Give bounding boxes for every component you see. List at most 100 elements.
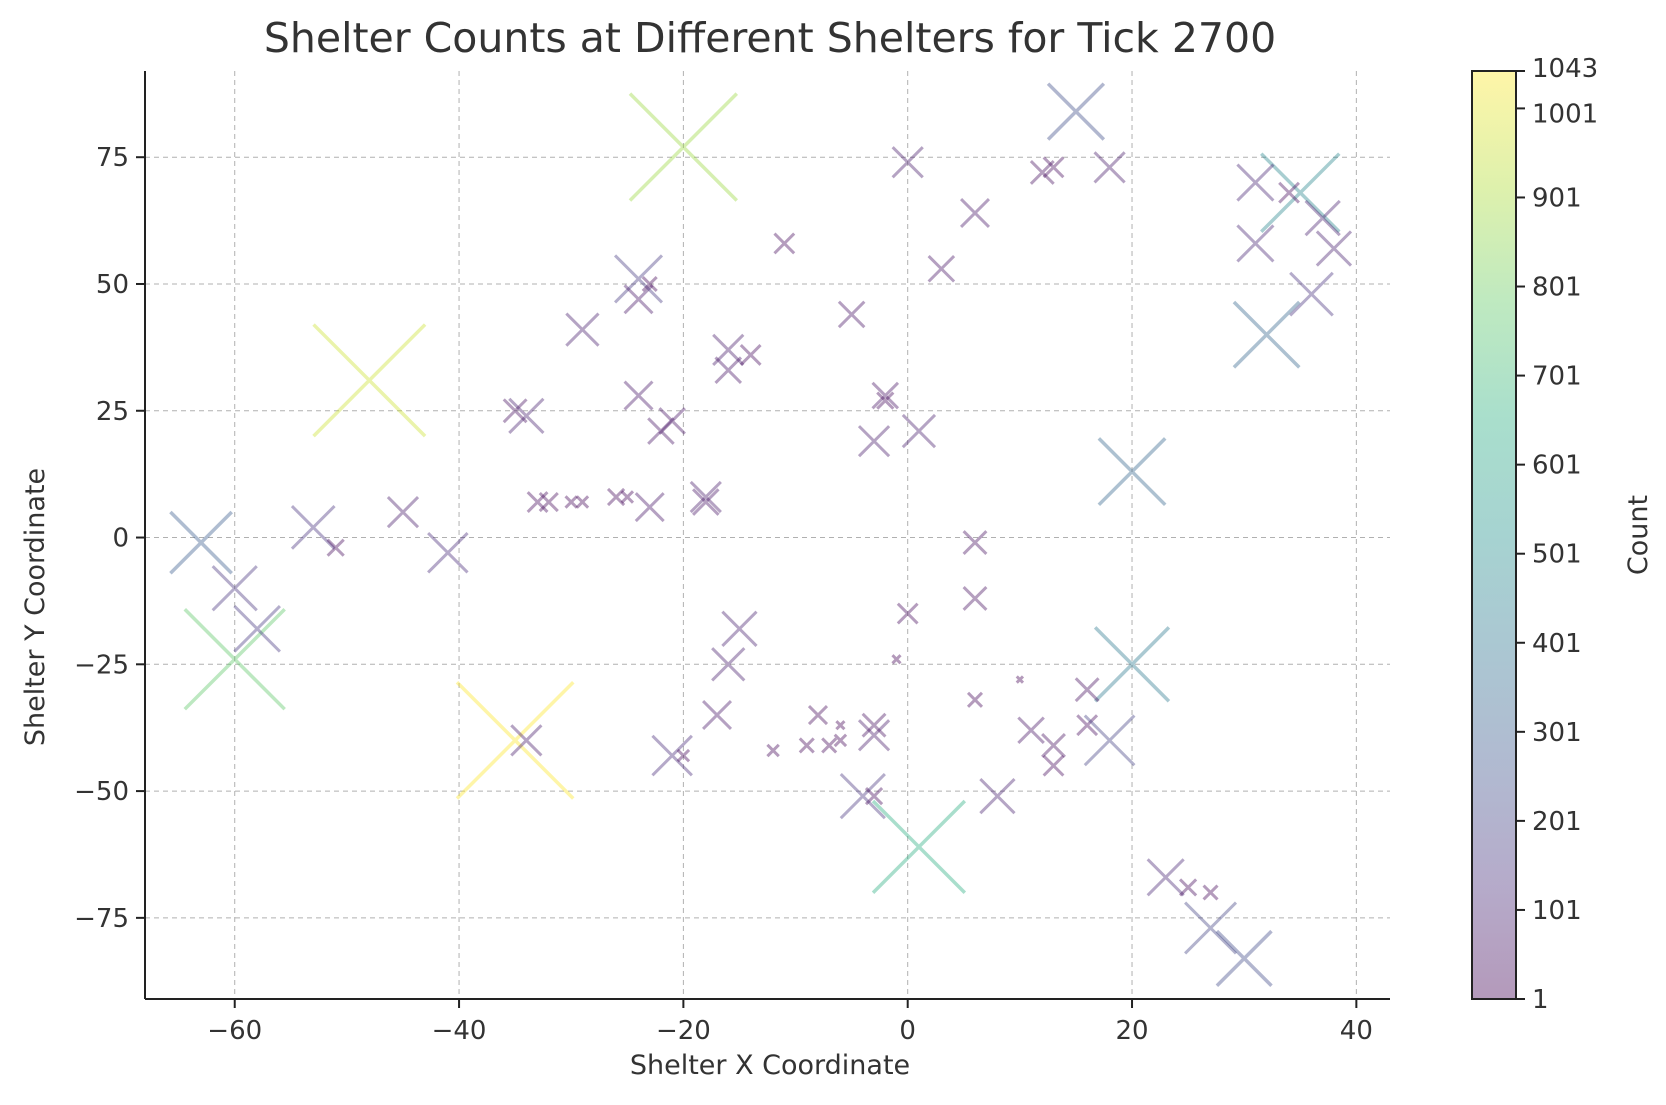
data-point-marker (641, 275, 658, 293)
x-tick-label: 0 (899, 1016, 916, 1046)
y-tick-label: 75 (96, 143, 129, 173)
x-tick-label: 40 (1340, 1016, 1373, 1046)
y-axis-label: Shelter Y Coordinate (20, 468, 51, 746)
data-point-marker (564, 495, 578, 509)
data-point-marker (876, 391, 895, 410)
y-tick-label: 25 (96, 397, 129, 427)
colorbar-label: Count (1623, 495, 1654, 575)
data-point-marker (798, 737, 815, 754)
data-point-marker (613, 254, 664, 304)
data-point-marker (927, 254, 956, 283)
data-point-marker (312, 323, 427, 438)
data-point-marker (1093, 151, 1126, 184)
data-point-marker (692, 488, 720, 516)
data-point-marker (1236, 224, 1275, 263)
x-tick-label: −60 (207, 1016, 262, 1046)
x-axis-label: Shelter X Coordinate (630, 1050, 910, 1081)
data-point-marker (1289, 271, 1334, 317)
colorbar-ticks: 1 101 201 301 401 501 601 701 801 901 1001 1043 (1516, 54, 1598, 1015)
data-point-marker (837, 300, 866, 329)
y-tick-label: −75 (74, 904, 129, 934)
data-point-marker (1029, 159, 1055, 185)
colorbar-tick-label: 601 (1532, 451, 1582, 481)
data-point-marker (427, 531, 469, 574)
data-point-marker (891, 654, 902, 665)
data-point-marker (1315, 230, 1353, 267)
data-point-marker (871, 381, 900, 410)
data-point-marker (979, 778, 1016, 815)
data-point-marker (833, 733, 848, 748)
data-point-marker (676, 748, 691, 763)
data-point-marker (689, 480, 722, 514)
data-point-marker (773, 232, 796, 255)
data-point-marker (1260, 152, 1341, 233)
colorbar-tick-label: 1 (1532, 985, 1549, 1015)
data-point-marker (1236, 163, 1275, 202)
x-tick-label: −40 (432, 1016, 487, 1046)
y-tick-label: −50 (74, 777, 129, 807)
colorbar: 1 101 201 301 401 501 601 701 801 901 1001 1043 Cou… (1471, 54, 1654, 1015)
data-point-marker (712, 333, 745, 367)
data-point-marker (508, 397, 545, 434)
data-point-marker (839, 773, 886, 820)
data-point-marker (835, 720, 846, 731)
data-point-marker (702, 700, 733, 731)
data-point-marker (891, 146, 924, 179)
data-point-marker (864, 787, 884, 806)
y-tick-label: −25 (74, 650, 129, 680)
data-point-marker (896, 602, 919, 625)
x-tick-label: 20 (1115, 1016, 1148, 1046)
data-point-marker (211, 565, 258, 612)
data-point-marker (1042, 156, 1065, 179)
data-point-marker (290, 505, 336, 550)
y-tick-label: 50 (96, 270, 129, 300)
data-point-marker (623, 380, 654, 411)
data-point-marker (721, 610, 758, 647)
data-point-marker (1232, 300, 1301, 369)
data-point-marker (538, 491, 559, 513)
data-point-marker (502, 398, 528, 424)
data-point-marker (526, 491, 549, 513)
colorbar-tick-label: 501 (1532, 540, 1582, 570)
data-point-marker (183, 608, 286, 711)
data-point-marker (620, 490, 635, 504)
data-point-marker (861, 712, 887, 738)
data-point-marker (606, 487, 626, 507)
data-point-marker (1093, 626, 1171, 703)
colorbar-tick-label: 301 (1532, 718, 1582, 748)
data-point-marker (169, 510, 233, 575)
data-points (169, 82, 1353, 987)
data-point-marker (1042, 754, 1065, 777)
data-point-marker (1215, 929, 1273, 987)
colorbar-tick-label: 1001 (1532, 99, 1598, 129)
colorbar-tick-label: 401 (1532, 629, 1582, 659)
data-point-marker (1184, 901, 1238, 955)
data-point-marker (857, 425, 891, 458)
colorbar-fill (1471, 70, 1517, 1000)
data-point-marker (1017, 716, 1045, 745)
data-point-marker (1304, 199, 1341, 237)
data-point-marker (623, 284, 654, 315)
data-point-marker (711, 647, 746, 682)
tick-labels: −60 −40 −20 0 20 40 −75 −50 −25 0 25 50 75 (74, 143, 1373, 1046)
colorbar-tick-label: 201 (1532, 807, 1582, 837)
data-point-marker (1074, 677, 1100, 703)
data-point-marker (1046, 82, 1106, 141)
data-point-marker (510, 724, 543, 757)
x-tick-label: −20 (656, 1016, 711, 1046)
data-point-marker (647, 417, 675, 445)
data-point-marker (575, 495, 590, 509)
axes (136, 71, 1390, 1008)
data-point-marker (1083, 714, 1136, 767)
data-point-marker (1146, 858, 1185, 897)
data-point-marker (651, 734, 693, 777)
data-point-marker (634, 492, 665, 523)
data-point-marker (966, 691, 984, 708)
colorbar-tick-label: 701 (1532, 362, 1582, 392)
colorbar-tick-label: 1043 (1532, 54, 1598, 84)
y-tick-label: 0 (112, 524, 129, 554)
colorbar-tick-label: 801 (1532, 273, 1582, 303)
data-point-marker (821, 737, 838, 754)
data-point-marker (1015, 675, 1025, 684)
